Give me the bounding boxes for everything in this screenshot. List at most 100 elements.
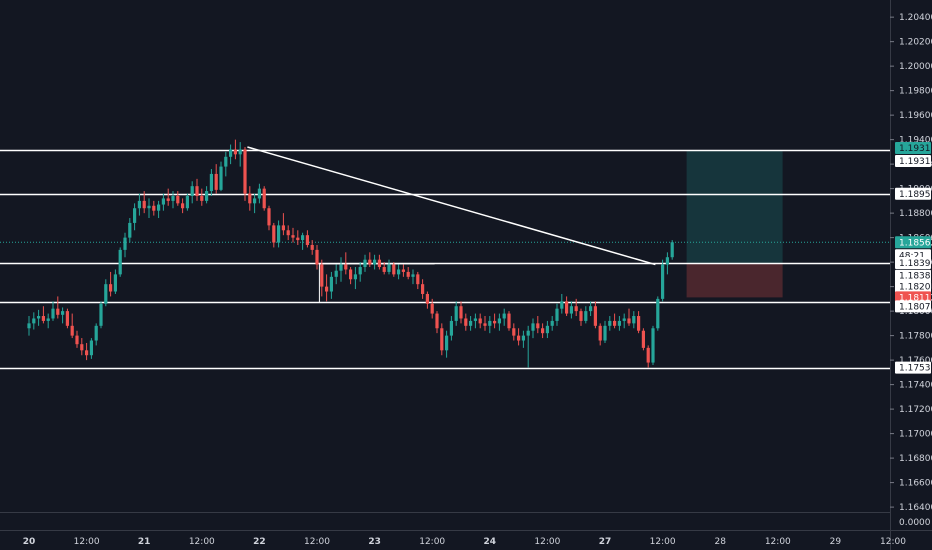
candle[interactable] — [641, 328, 645, 351]
candle[interactable] — [123, 232, 127, 258]
candle[interactable] — [541, 323, 545, 339]
candle[interactable] — [651, 325, 655, 366]
candle[interactable] — [622, 313, 626, 329]
candle[interactable] — [473, 313, 477, 329]
candle[interactable] — [27, 316, 31, 336]
candle[interactable] — [310, 240, 314, 255]
candle[interactable] — [46, 313, 50, 329]
candle[interactable] — [502, 308, 506, 326]
candle[interactable] — [113, 269, 117, 294]
candle[interactable] — [478, 313, 482, 329]
candle[interactable] — [329, 271, 333, 299]
candle[interactable] — [627, 308, 631, 326]
candle[interactable] — [656, 296, 660, 331]
candle[interactable] — [37, 309, 41, 326]
candle[interactable] — [377, 254, 381, 270]
candle[interactable] — [560, 293, 564, 314]
candle[interactable] — [185, 193, 189, 211]
candle[interactable] — [315, 244, 319, 270]
candle[interactable] — [190, 181, 194, 204]
candle[interactable] — [89, 338, 93, 359]
candle[interactable] — [584, 306, 588, 324]
candle[interactable] — [368, 252, 372, 268]
candle[interactable] — [430, 298, 434, 319]
candle[interactable] — [41, 306, 45, 324]
candle[interactable] — [617, 316, 621, 331]
candle[interactable] — [229, 144, 233, 165]
candle[interactable] — [512, 323, 516, 341]
candle[interactable] — [262, 186, 266, 211]
candle[interactable] — [483, 316, 487, 331]
candle[interactable] — [603, 320, 607, 343]
candle[interactable] — [286, 225, 290, 241]
candle[interactable] — [325, 274, 329, 302]
candle[interactable] — [233, 139, 237, 160]
candle[interactable] — [349, 267, 353, 285]
candle[interactable] — [70, 313, 74, 339]
candle[interactable] — [305, 230, 309, 248]
candle[interactable] — [291, 227, 295, 243]
candle[interactable] — [339, 257, 343, 282]
candle[interactable] — [281, 213, 285, 236]
candle[interactable] — [613, 313, 617, 329]
candle[interactable] — [166, 188, 170, 206]
candle[interactable] — [301, 232, 305, 250]
candle[interactable] — [589, 301, 593, 317]
candle[interactable] — [574, 298, 578, 317]
candle[interactable] — [205, 186, 209, 204]
candle[interactable] — [646, 345, 650, 368]
candle[interactable] — [637, 311, 641, 334]
candle[interactable] — [459, 301, 463, 324]
candle[interactable] — [661, 259, 665, 302]
candle[interactable] — [454, 301, 458, 326]
candle[interactable] — [209, 169, 213, 196]
candle[interactable] — [416, 271, 420, 290]
candle[interactable] — [104, 279, 108, 307]
candle[interactable] — [435, 311, 439, 334]
candle[interactable] — [449, 316, 453, 341]
candle[interactable] — [406, 267, 410, 280]
candle[interactable] — [161, 193, 165, 211]
candle[interactable] — [579, 308, 583, 326]
candle[interactable] — [507, 311, 511, 331]
candle[interactable] — [421, 279, 425, 299]
candle[interactable] — [665, 252, 669, 275]
candle[interactable] — [598, 323, 602, 346]
candle[interactable] — [497, 313, 501, 331]
candle[interactable] — [253, 193, 257, 214]
candle[interactable] — [593, 301, 597, 329]
candle[interactable] — [181, 198, 185, 214]
candle[interactable] — [517, 328, 521, 346]
candle[interactable] — [440, 323, 444, 356]
candle[interactable] — [238, 142, 242, 167]
candle[interactable] — [267, 205, 271, 231]
candle[interactable] — [632, 311, 636, 329]
candle[interactable] — [392, 262, 396, 277]
candle[interactable] — [488, 316, 492, 334]
candle[interactable] — [61, 307, 65, 324]
candle[interactable] — [171, 191, 175, 209]
candle[interactable] — [214, 164, 218, 194]
candle[interactable] — [536, 316, 540, 334]
candle[interactable] — [142, 191, 146, 214]
candle[interactable] — [277, 220, 281, 248]
candle[interactable] — [137, 193, 141, 216]
candle[interactable] — [526, 325, 530, 368]
candle[interactable] — [493, 313, 497, 329]
candle[interactable] — [219, 161, 223, 192]
candle[interactable] — [353, 267, 357, 290]
candle[interactable] — [555, 303, 559, 326]
candle[interactable] — [157, 200, 161, 219]
candle[interactable] — [99, 301, 103, 329]
candle[interactable] — [382, 262, 386, 275]
candle[interactable] — [32, 312, 36, 330]
candle[interactable] — [152, 200, 156, 216]
candle[interactable] — [411, 269, 415, 285]
candle[interactable] — [358, 262, 362, 282]
candle[interactable] — [56, 296, 60, 319]
candle[interactable] — [51, 301, 55, 321]
candle[interactable] — [118, 247, 122, 277]
candle[interactable] — [224, 151, 228, 177]
trendline[interactable] — [247, 146, 656, 266]
